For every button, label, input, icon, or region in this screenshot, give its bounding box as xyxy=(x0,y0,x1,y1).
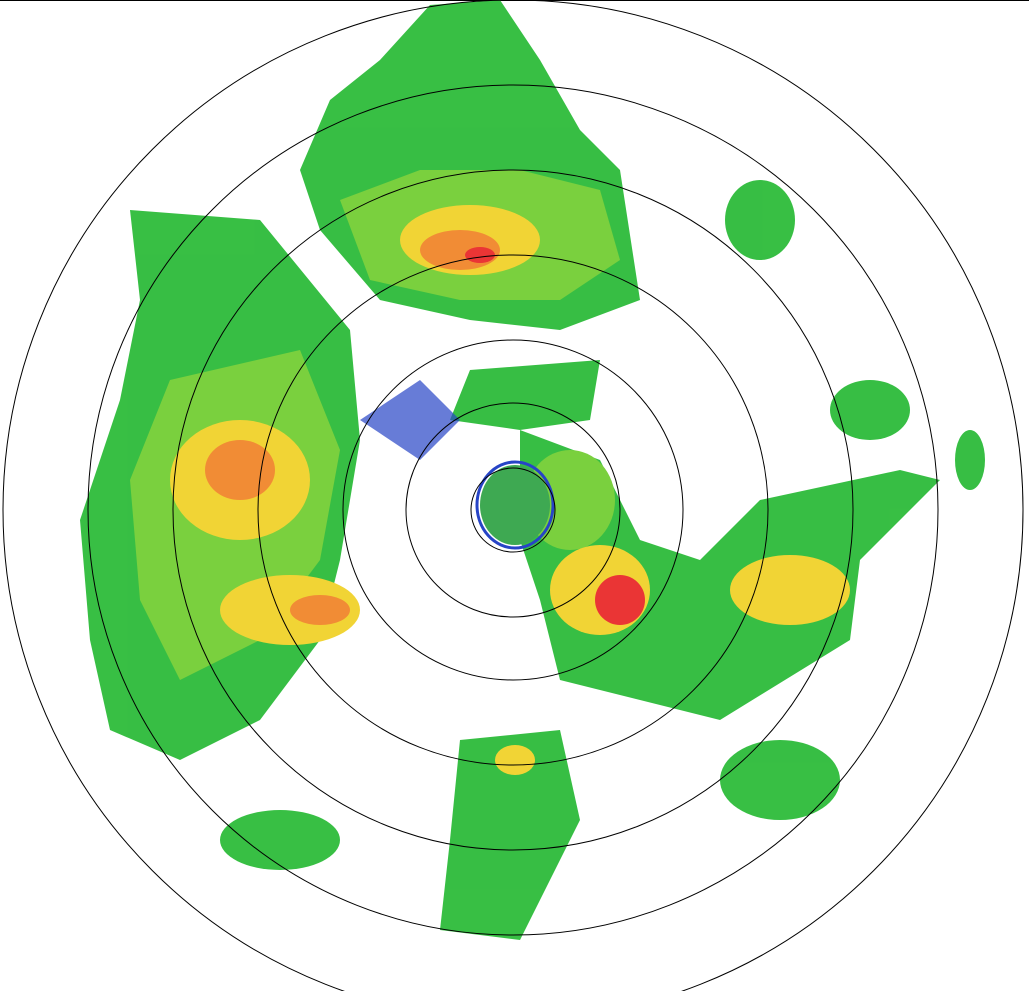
echo-green xyxy=(440,730,580,940)
echo-yellow xyxy=(730,555,850,625)
echo-red xyxy=(465,247,495,263)
echo-green xyxy=(725,180,795,260)
echo-green xyxy=(220,810,340,870)
range-ring xyxy=(172,169,854,851)
range-ring xyxy=(257,254,769,766)
range-ring xyxy=(342,339,684,681)
range-ring xyxy=(470,467,556,553)
echo-blue xyxy=(475,460,555,550)
range-ring xyxy=(87,84,939,936)
echoes xyxy=(80,0,985,940)
echo-green xyxy=(480,465,550,545)
echo-yellow xyxy=(495,745,535,775)
echo-orange xyxy=(290,595,350,625)
range-ring xyxy=(405,402,621,618)
echo-green xyxy=(955,430,985,490)
echo-green xyxy=(720,740,840,820)
echo-orange xyxy=(205,440,275,500)
echo-green xyxy=(520,430,940,720)
echo-red xyxy=(595,575,645,625)
echo-green xyxy=(450,360,600,430)
echo-green xyxy=(830,380,910,440)
echo-blue xyxy=(360,380,460,460)
